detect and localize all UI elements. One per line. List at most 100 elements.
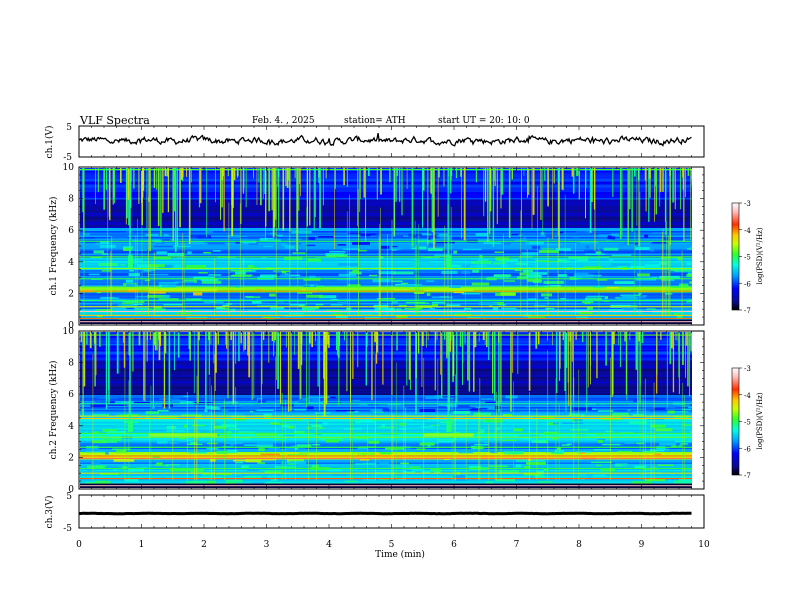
spectrogram-patch [591,461,612,464]
spectrogram-sferic [685,168,686,198]
spectrogram-patch [679,283,689,287]
spectrogram-row [80,175,692,178]
spectrogram-row [80,407,692,409]
spectrogram-patch [582,301,594,303]
spectrogram-patch [147,294,167,298]
spectrogram-patch [543,285,548,288]
spectrogram-sferic [164,168,167,177]
spectrogram-row [80,333,692,336]
spectrogram-patch [100,473,119,475]
spectrogram-patch [522,269,533,273]
spectrogram-row [80,286,692,289]
spectrogram-row [80,441,692,444]
spectrogram-row [80,435,692,438]
spectrogram-sferic [666,332,668,408]
spectrogram-sferic [357,168,359,227]
spectrogram-sferic [393,168,395,236]
spectrogram-patch [210,434,231,437]
spectrogram-patch [524,466,531,470]
spectrogram-patch [144,279,151,282]
spectrogram-sferic-long [224,414,226,481]
spectrogram-patch [126,279,134,283]
spectrogram-patch [101,401,122,405]
spectrogram-patch [674,268,692,272]
spectrogram-patch [419,409,436,412]
spectrogram-patch [95,241,110,245]
spectrogram-sferic [277,168,279,187]
spectrogram-line [80,467,692,469]
spectrogram-patch [621,294,635,298]
spectrogram-patch [490,450,498,454]
spectrogram-patch [576,230,593,234]
spectrogram-patch [483,440,490,444]
spectrogram-patch [186,439,193,442]
spectrogram-bottom-line [80,485,692,487]
spectrogram-sferic [172,168,174,242]
spectrogram-patch [282,472,294,476]
spectrogram-patch [94,480,111,484]
spectrogram-patch [157,410,169,412]
spectrogram-patch [622,464,630,467]
spectrogram-sferic [436,332,438,340]
spectrogram-patch [438,441,454,443]
spectrogram-line [80,317,692,319]
spectrogram-patch [107,404,127,406]
spectrogram-sferic [141,168,142,203]
colorbar-tick-label: -7 [744,472,751,480]
ch1-waveform-panel: 5 -5 ch.1(V) [44,123,705,163]
spectrogram-patch [381,245,390,249]
spectrogram-sferic [123,332,126,368]
spectrogram-patch [207,241,225,245]
spectrogram-sferic [271,168,273,211]
spectrogram-row [80,214,692,217]
spectrogram-patch [414,243,436,247]
spectrogram-sferic [309,332,311,344]
spectrogram-sferic [498,332,500,343]
spectrogram-patch [538,481,553,483]
spectrogram-patch [673,415,690,419]
spectrogram-patch [502,439,517,441]
spectrogram-row [80,359,692,361]
spectrogram-patch [500,263,508,267]
colorbar-tick-label: -3 [744,365,751,373]
spectrogram-patch [98,263,118,266]
spectrogram-patch [591,309,609,313]
spectrogram-patch [525,405,531,408]
spectrogram-row [80,332,692,334]
spectrogram-sferic [159,332,161,346]
spectrogram-patch [437,406,446,408]
spectrogram-patch [393,465,410,469]
spectrogram-row [80,259,692,262]
ch1-colorbar-ticks: -3 -4 -5 -6 -7 [739,200,751,315]
spectrogram-patch [534,305,547,307]
spectrogram-patch [436,396,442,398]
spectrogram-patch [409,466,421,468]
spectrogram-sferic-long [306,207,307,317]
spectrogram-patch [416,448,426,450]
spectrogram-patch [256,409,274,411]
spectrogram-sferic [478,332,480,342]
spectrogram-sferic [215,332,217,373]
spectrogram-line [80,334,692,336]
spectrogram-sferic [376,168,378,200]
spectrogram-patch [294,409,307,411]
spectrogram-sferic [188,332,191,349]
spectrogram-sferic [638,168,640,247]
spectrogram-patch [453,404,470,408]
spectrogram-patch [281,244,290,246]
spectrogram-sferic [672,168,674,203]
spectrogram-patch [214,407,221,411]
spectrogram-patch [687,248,692,250]
spectrogram-patch [149,264,165,268]
spectrogram-sferic-long [214,258,216,317]
spectrogram-sferic-long [500,354,502,481]
spectrogram-patch [191,242,203,244]
spectrogram-row [80,223,692,226]
spectrogram-patch [121,470,135,472]
spectrogram-patch [352,241,370,245]
spectrogram-line [80,314,692,316]
spectrogram-patch [118,414,135,416]
spectrogram-patch [306,402,324,404]
spectrogram-patch [136,308,153,310]
spectrogram-sferic [357,332,359,368]
